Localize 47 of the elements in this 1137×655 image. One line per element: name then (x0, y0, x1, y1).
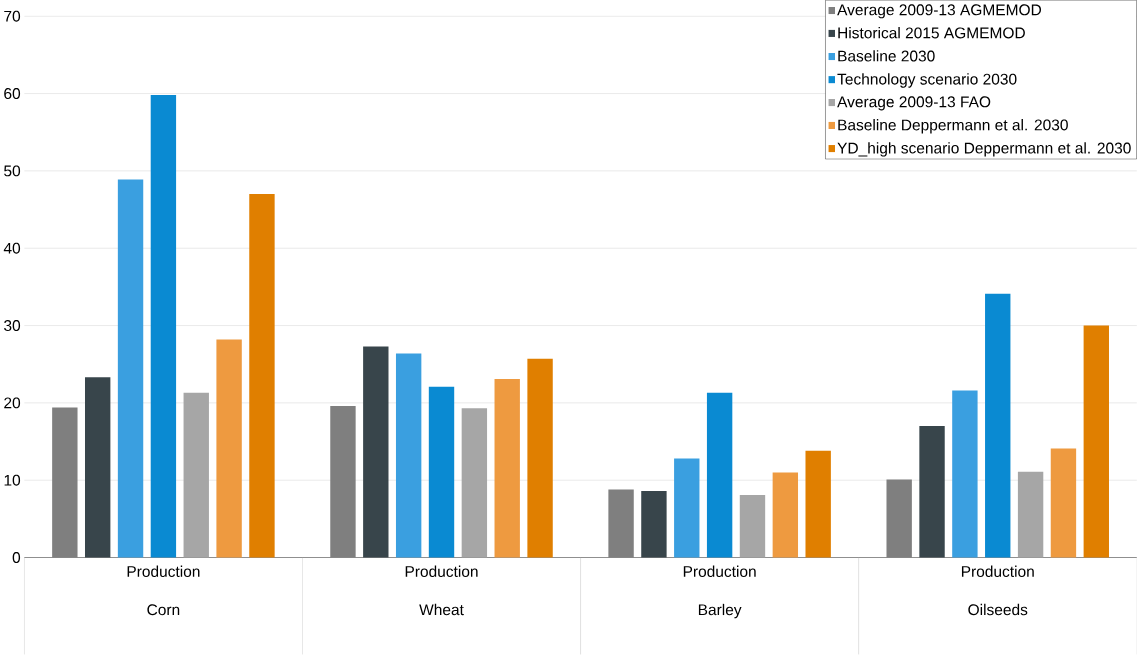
category-label: Production Barley (683, 565, 756, 619)
bar (183, 392, 209, 558)
bar (1050, 448, 1077, 558)
y-tick-label: 30 (4, 320, 21, 332)
y-tick-label: 60 (4, 88, 21, 100)
bar (249, 194, 275, 558)
y-tick-label: 50 (4, 165, 21, 177)
legend-label: Average 2009-13 FAO (837, 96, 991, 111)
bar (527, 358, 553, 558)
y-tick-label: 10 (4, 474, 21, 486)
bar (608, 489, 634, 558)
bar (886, 479, 912, 558)
bar (674, 458, 700, 558)
legend-label: Average 2009-13 AGMEMOD (837, 4, 1042, 19)
bar (85, 377, 111, 558)
bar (1083, 325, 1109, 558)
bar (1017, 471, 1044, 558)
bar (363, 346, 389, 558)
bar (805, 450, 831, 558)
bar (117, 179, 144, 558)
bar (150, 95, 177, 558)
bar (952, 390, 978, 558)
bar (641, 491, 667, 558)
y-tick-label: 20 (4, 397, 21, 409)
bar (919, 426, 945, 558)
bar (461, 408, 488, 558)
bar (494, 379, 520, 558)
legend-label: Baseline Deppermann et al. 2030 (838, 119, 1068, 134)
bar (985, 293, 1011, 558)
y-tick-label: 0 (12, 552, 21, 564)
bar (772, 472, 799, 558)
y-tick-label: 40 (3, 242, 21, 254)
y-tick-label: 70 (4, 10, 21, 22)
bar (428, 386, 455, 558)
category-label: Production Corn (127, 565, 200, 616)
bar (52, 407, 78, 558)
legend-label: YD_high scenario Deppermann et al. 2030 (837, 142, 1131, 157)
bar (739, 495, 766, 558)
bar (216, 339, 242, 558)
legend-label: Historical 2015 AGMEMOD (838, 27, 1025, 39)
bar (706, 392, 733, 558)
bar (330, 406, 356, 558)
category-label: Production Wheat (405, 565, 478, 616)
legend-label: Baseline 2030 (838, 50, 935, 62)
bar (395, 353, 422, 558)
category-label: Production Oilseeds (961, 565, 1034, 616)
legend-label: Technology scenario 2030 (837, 73, 1017, 88)
